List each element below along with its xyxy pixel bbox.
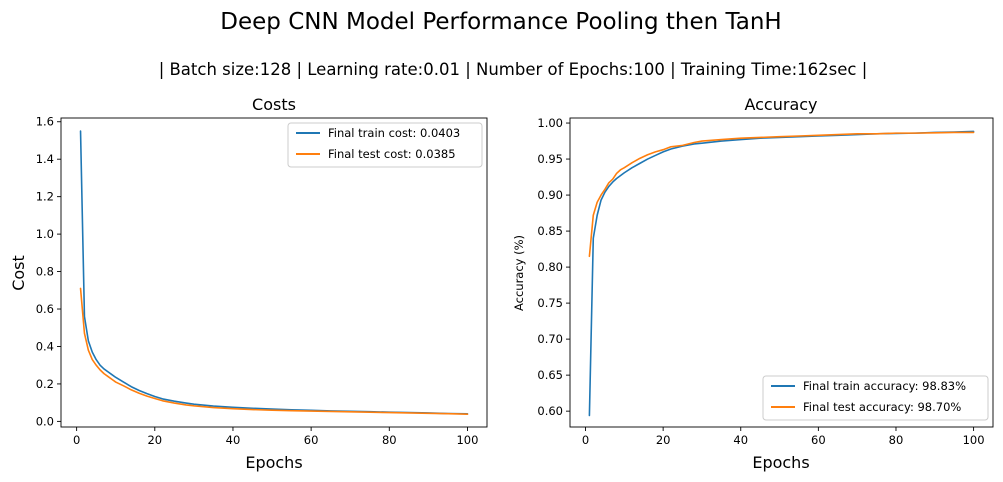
costs-chart: Costs Epochs Cost 0 20 40 60 80 100 0.0 0.2 0.4 0… [9, 95, 488, 472]
accuracy-y-tick-label: 0.70 [537, 332, 563, 346]
accuracy-y-tick-label: 0.60 [537, 404, 563, 418]
accuracy-series-line-train [588, 130, 975, 417]
costs-plot-frame [60, 117, 488, 428]
costs-y-tick-label: 1.2 [36, 190, 54, 204]
accuracy-plot-frame [569, 117, 994, 428]
accuracy-y-axis-label: Accuracy (%) [512, 235, 526, 311]
legend-label-train-cost: Final train cost: 0.0403 [328, 126, 460, 140]
costs-x-tick-label: 20 [147, 433, 162, 447]
accuracy-chart-title: Accuracy [744, 95, 817, 114]
costs-y-axis-label: Cost [9, 255, 28, 291]
figure-title: Deep CNN Model Performance Pooling then … [220, 9, 781, 35]
accuracy-y-tick-label: 0.90 [537, 188, 563, 202]
costs-y-tick-label: 0.2 [36, 377, 54, 391]
accuracy-x-tick-label: 100 [963, 433, 985, 447]
costs-series-line-train [79, 130, 469, 415]
costs-x-tick-label: 0 [73, 433, 80, 447]
accuracy-x-tick-label: 60 [811, 433, 826, 447]
figure-subtitle: | Batch size:128 | Learning rate:0.01 | … [159, 60, 868, 79]
costs-x-tick-label: 80 [382, 433, 397, 447]
legend-label-test-accuracy: Final test accuracy: 98.70% [803, 400, 961, 414]
costs-y-tick-label: 1.6 [36, 115, 54, 129]
accuracy-x-tick-label: 80 [889, 433, 904, 447]
costs-y-tick-label: 1.0 [36, 227, 54, 241]
accuracy-y-tick-label: 0.65 [537, 368, 563, 382]
costs-y-tick-label: 0.6 [36, 302, 54, 316]
accuracy-x-tick-label: 40 [733, 433, 748, 447]
accuracy-x-tick-label: 20 [656, 433, 671, 447]
costs-chart-title: Costs [252, 95, 296, 114]
accuracy-y-tick-label: 0.85 [537, 224, 563, 238]
accuracy-x-tick-label: 0 [582, 433, 589, 447]
legend-label-test-cost: Final test cost: 0.0385 [328, 147, 456, 161]
accuracy-series-line-test [588, 131, 975, 258]
accuracy-y-tick-label: 1.00 [537, 116, 563, 130]
costs-x-tick-label: 60 [304, 433, 319, 447]
costs-y-tick-label: 0.0 [36, 414, 54, 428]
accuracy-legend: Final train accuracy: 98.83% Final test … [762, 375, 989, 421]
costs-y-tick-label: 0.4 [36, 339, 54, 353]
legend-label-train-accuracy: Final train accuracy: 98.83% [803, 379, 966, 393]
costs-legend: Final train cost: 0.0403 Final test cost… [287, 122, 483, 168]
accuracy-legend-box [762, 375, 989, 421]
costs-y-tick-label: 0.8 [36, 265, 54, 279]
costs-legend-box [287, 122, 483, 168]
accuracy-chart: Accuracy Epochs Accuracy (%) 0 20 40 60 80 10… [512, 95, 994, 472]
costs-x-tick-label: 100 [456, 433, 478, 447]
costs-y-tick-label: 1.4 [36, 152, 54, 166]
accuracy-y-tick-label: 0.75 [537, 296, 563, 310]
costs-x-tick-label: 40 [226, 433, 241, 447]
costs-x-axis-label: Epochs [245, 453, 302, 472]
accuracy-x-axis-label: Epochs [752, 453, 809, 472]
accuracy-y-tick-label: 0.80 [537, 260, 563, 274]
accuracy-y-tick-label: 0.95 [537, 152, 563, 166]
costs-series-line-test [79, 287, 469, 415]
